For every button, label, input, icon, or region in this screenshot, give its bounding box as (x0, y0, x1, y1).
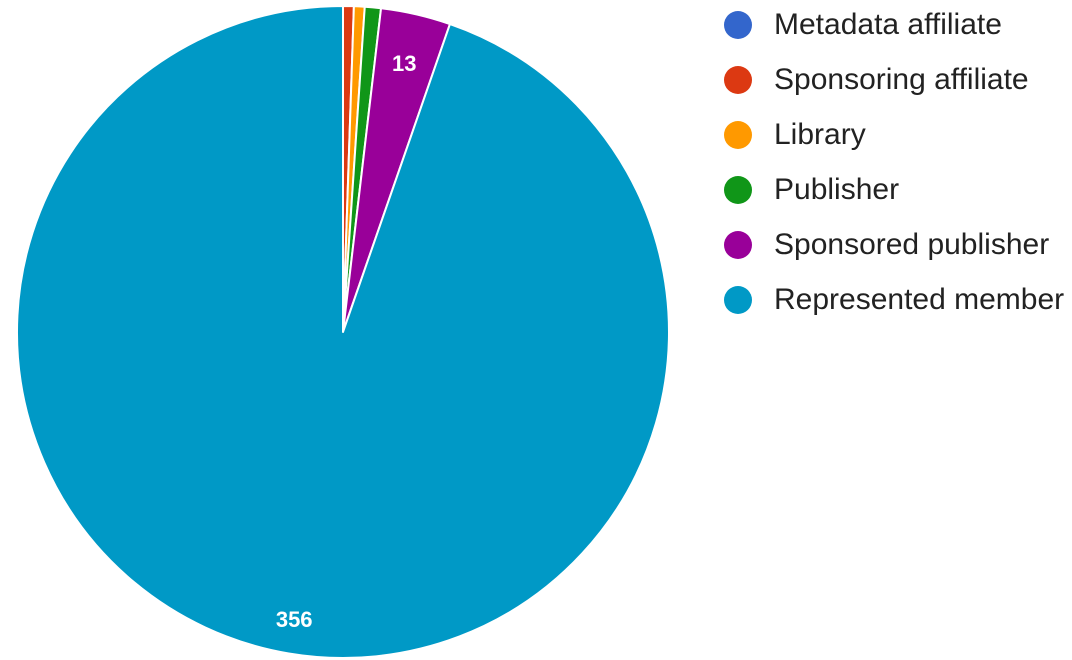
legend-label-publisher: Publisher (774, 173, 900, 206)
legend-label-sponsored-publisher: Sponsored publisher (774, 228, 1050, 261)
legend-label-metadata-affiliate: Metadata affiliate (774, 8, 1002, 41)
legend-item-publisher: Publisher (722, 168, 1067, 212)
legend-swatch-library (724, 121, 752, 149)
legend-item-sponsoring-affiliate: Sponsoring affiliate (722, 58, 1067, 102)
pie-slices (15, 4, 670, 659)
legend-item-represented-member: Represented member (722, 278, 1067, 322)
legend-item-sponsored-publisher: Sponsored publisher (722, 223, 1067, 267)
chart-legend: Metadata affiliate Sponsoring affiliate Li… (722, 0, 1067, 333)
legend-label-represented-member: Represented member (774, 283, 1065, 316)
pie-slice-represented-member (15, 5, 670, 659)
pie-slice-labels: 13 356 (276, 51, 417, 632)
legend-swatch-sponsored-publisher (724, 231, 752, 259)
legend-item-library: Library (722, 113, 1067, 157)
legend-swatch-publisher (724, 176, 752, 204)
pie-slice-label-sponsored-publisher: 13 (392, 51, 416, 76)
legend-swatch-metadata-affiliate (724, 11, 752, 39)
pie-slice-label-represented-member: 356 (276, 607, 313, 632)
legend-swatch-sponsoring-affiliate (724, 66, 752, 94)
legend-item-metadata-affiliate: Metadata affiliate (722, 3, 1067, 47)
legend-label-library: Library (774, 118, 866, 151)
legend-swatch-represented-member (724, 286, 752, 314)
legend-label-sponsoring-affiliate: Sponsoring affiliate (774, 63, 1029, 96)
pie-chart: 13 356 (15, 4, 670, 659)
